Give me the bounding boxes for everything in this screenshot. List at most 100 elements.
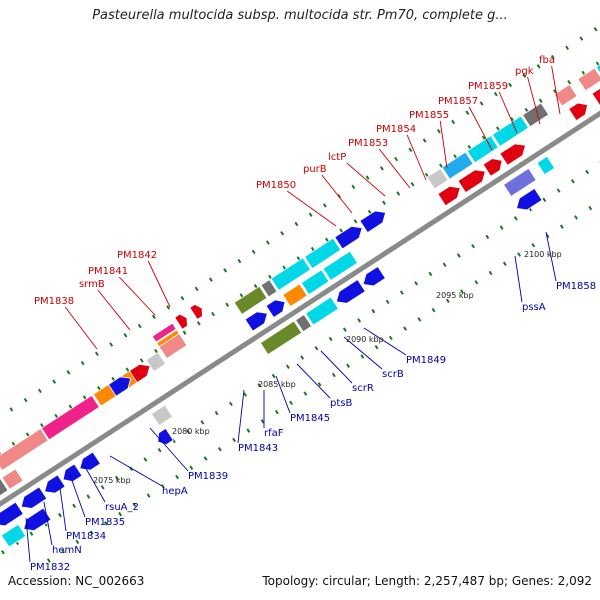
tick-mark (109, 342, 114, 347)
leader-line (25, 517, 31, 563)
tick-mark (308, 212, 313, 217)
gene-arrow (44, 474, 66, 494)
leader-line (149, 427, 189, 472)
gene-label-reverse: PM1839 (188, 471, 228, 482)
tick-mark (379, 166, 384, 171)
tick-mark (371, 308, 376, 314)
scale-labels: 2075 kbp 2080 kbp 2085 kbp 2090 kbp 2095 kbp… (93, 250, 562, 485)
gene-arrow (157, 427, 174, 446)
tick-mark (232, 437, 237, 443)
tick-mark (214, 410, 219, 416)
tick-mark (542, 197, 547, 203)
tick-mark (585, 169, 590, 175)
tick-mark (522, 73, 527, 78)
gene-label-reverse: scrR (352, 383, 374, 394)
tick-mark (228, 401, 233, 407)
gene-label-forward: PM1850 (256, 180, 296, 191)
gene-arrow (145, 351, 167, 373)
tick-mark (556, 188, 561, 193)
tick-mark (143, 457, 148, 462)
tick-mark (157, 447, 162, 453)
tick-mark (517, 252, 521, 257)
tick-mark (436, 129, 441, 134)
tick-mark (342, 327, 347, 332)
tick-mark (567, 80, 572, 85)
tick-mark (417, 317, 422, 322)
gene-arrow (441, 151, 474, 180)
gene-label-reverse: pssA (522, 302, 546, 313)
gene-arrow (40, 394, 100, 441)
gene-arrow (515, 187, 543, 211)
tick-mark (431, 307, 436, 313)
gene-arrow (304, 237, 342, 270)
tick-mark (439, 163, 443, 168)
tick-mark (394, 156, 399, 162)
tick-mark (445, 298, 450, 304)
leader-line (363, 327, 407, 356)
tick-mark (388, 335, 393, 341)
tick-mark (189, 465, 194, 470)
tick-mark (196, 321, 201, 326)
map-title: Pasteurella multocida subsp. multocida s… (92, 8, 508, 23)
gene-arrow (499, 143, 527, 166)
gene-arrow (305, 296, 339, 326)
leader-line (378, 148, 411, 189)
gene-arrow (457, 169, 486, 194)
leader-line (551, 65, 561, 115)
tick-mark (453, 154, 458, 159)
tick-mark (260, 419, 265, 424)
scale-label: 2075 kbp (93, 476, 131, 485)
backbone-line (0, 110, 600, 507)
tick-mark (132, 502, 137, 508)
gene-arrow (322, 250, 359, 281)
tick-mark (471, 243, 476, 249)
tick-mark (374, 344, 379, 350)
leader-line (527, 76, 541, 125)
leader-line (43, 501, 53, 546)
genome-backbone (0, 110, 600, 507)
tick-mark (9, 407, 14, 412)
tick-mark (243, 392, 248, 397)
leader-line (545, 231, 557, 282)
gene-arrow (0, 523, 27, 548)
gene-label-reverse: PM1845 (290, 413, 330, 424)
tick-mark (510, 117, 515, 122)
tick-mark (296, 256, 301, 261)
tick-mark (11, 441, 16, 447)
gene-arrow (0, 478, 9, 497)
gene-arrow (265, 299, 286, 319)
gene-arrow (595, 64, 600, 74)
gene-label-reverse: rfaF (264, 428, 284, 439)
leader-line (320, 350, 353, 384)
tick-mark (257, 383, 262, 388)
gene-label-reverse: hepA (162, 486, 188, 497)
tick-mark (86, 494, 91, 499)
tick-mark (414, 281, 419, 286)
tick-mark (382, 200, 386, 205)
label-leader-lines (25, 65, 561, 563)
gene-labels: PM1838srmBPM1841PM1842PM1850purBlctPPM18… (30, 55, 596, 573)
gene-arrow (577, 67, 600, 92)
leader-line (498, 91, 518, 134)
tick-mark (23, 397, 28, 403)
gene-arrow (20, 486, 48, 509)
gene-label-forward: PM1854 (376, 124, 416, 135)
gene-arrow (426, 167, 449, 190)
gene-arrow (233, 285, 268, 315)
tick-mark (211, 311, 215, 317)
tick-mark (239, 293, 244, 298)
tick-mark (303, 391, 308, 396)
gene-arrow (107, 376, 132, 397)
leader-line (321, 174, 353, 214)
tick-mark (428, 271, 433, 277)
scale-label: 2085 kbp (258, 380, 296, 389)
gene-arrow (1, 468, 24, 490)
tick-mark (550, 54, 555, 60)
tick-mark (442, 262, 447, 267)
gene-arrow (260, 279, 278, 298)
tick-mark (100, 485, 105, 490)
gene-arrow (359, 210, 387, 234)
tick-mark (357, 318, 362, 323)
tick-mark (508, 82, 513, 88)
